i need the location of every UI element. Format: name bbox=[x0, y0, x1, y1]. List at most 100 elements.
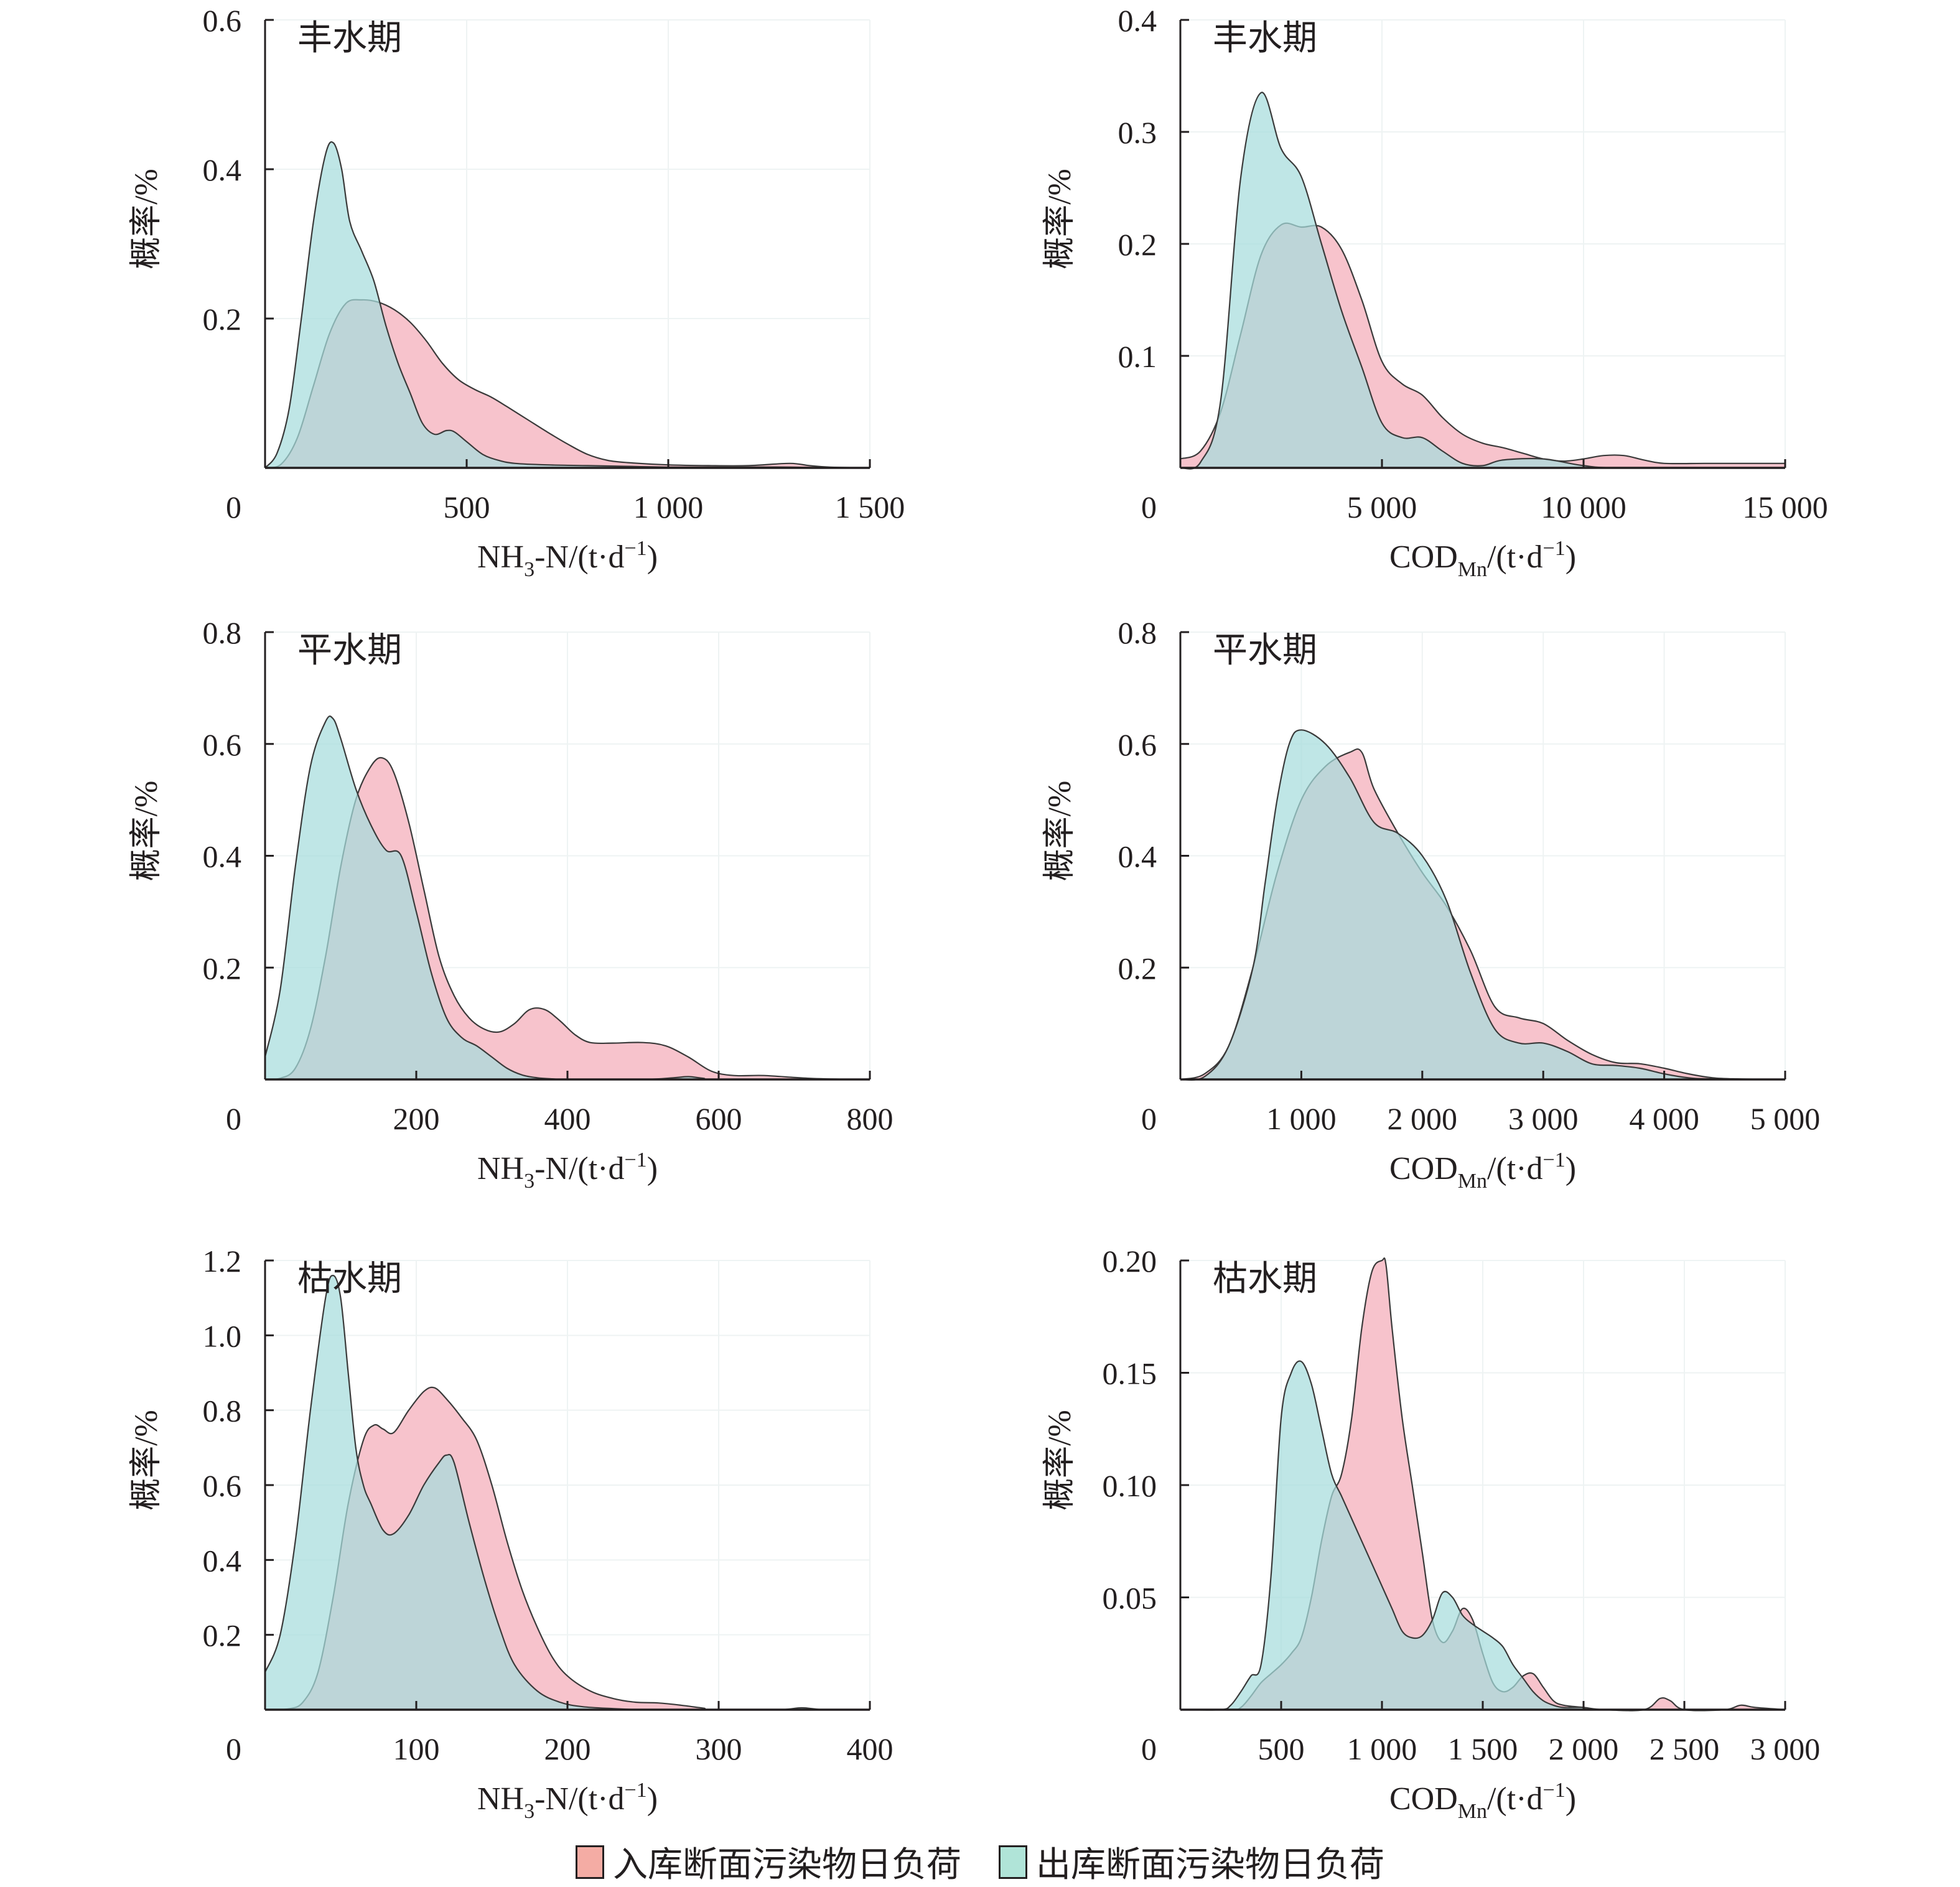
x-tick-label: 5 000 bbox=[1347, 490, 1417, 524]
x-axis-title-part: /(t·d bbox=[1487, 1151, 1543, 1186]
y-axis-title: 概率/% bbox=[129, 1410, 164, 1511]
period-label: 平水期 bbox=[1213, 630, 1317, 671]
legend-item-inflow: 入库断面污染物日负荷 bbox=[576, 1837, 961, 1887]
y-axis-title: 概率/% bbox=[129, 169, 164, 269]
x-axis-title-part: −1 bbox=[625, 1149, 647, 1172]
x-tick-label: 500 bbox=[444, 490, 490, 524]
legend-item-outflow: 出库断面污染物日负荷 bbox=[999, 1837, 1384, 1887]
y-tick-label: 0.2 bbox=[203, 302, 242, 337]
x-tick-label: 10 000 bbox=[1541, 490, 1626, 524]
origin-label: 0 bbox=[1141, 490, 1157, 524]
x-tick-label: 15 000 bbox=[1742, 490, 1828, 524]
curve-outflow bbox=[264, 715, 870, 1081]
x-axis-title: NH3-N/(t·d−1) bbox=[477, 537, 658, 581]
x-axis-title-part: Mn bbox=[1458, 558, 1487, 581]
x-tick-label: 1 500 bbox=[1448, 1731, 1518, 1766]
x-axis-title: NH3-N/(t·d−1) bbox=[477, 1779, 658, 1823]
y-tick-label: 0.10 bbox=[1103, 1468, 1157, 1503]
x-tick-label: 600 bbox=[696, 1101, 742, 1136]
legend-swatch-inflow bbox=[576, 1845, 604, 1879]
x-tick-label: 800 bbox=[847, 1101, 894, 1136]
x-axis-title-part: 3 bbox=[524, 558, 534, 581]
period-label: 平水期 bbox=[297, 630, 402, 671]
x-tick-label: 1 000 bbox=[633, 490, 704, 524]
x-tick-label: 2 000 bbox=[1388, 1101, 1458, 1136]
area-outflow bbox=[265, 1275, 870, 1710]
y-tick-label: 0.8 bbox=[203, 615, 242, 650]
x-axis-title-part: ) bbox=[647, 539, 658, 575]
x-tick-label: 5 000 bbox=[1750, 1101, 1821, 1136]
x-tick-label: 200 bbox=[544, 1731, 591, 1766]
area-outflow bbox=[265, 142, 870, 468]
x-axis-title-part: −1 bbox=[625, 537, 647, 560]
period-label: 丰水期 bbox=[1213, 18, 1317, 58]
chart-cod-normal: 0.2 0.4 0.6 0.8 0 1 000 2 000 3 000 4 000 5 000 平水… bbox=[1042, 615, 1820, 1193]
area-outflow bbox=[1180, 730, 1785, 1080]
x-tick-label: 2 500 bbox=[1650, 1731, 1720, 1766]
origin-label: 0 bbox=[1141, 1101, 1157, 1136]
x-axis-title-part: /(t·d bbox=[1487, 1781, 1543, 1817]
x-axis-title-part: NH bbox=[477, 1781, 524, 1817]
x-axis-title-part: 3 bbox=[524, 1800, 534, 1823]
curve-outflow bbox=[1180, 1360, 1786, 1711]
x-axis-title: CODMn/(t·d−1) bbox=[1389, 1779, 1576, 1823]
x-axis-title-part: NH bbox=[477, 1151, 524, 1186]
curve-outflow bbox=[1180, 91, 1786, 470]
y-tick-label: 1.2 bbox=[203, 1244, 242, 1279]
x-tick-label: 300 bbox=[696, 1731, 742, 1766]
legend: 入库断面污染物日负荷 出库断面污染物日负荷 bbox=[0, 1837, 1960, 1887]
x-axis-title-part: NH bbox=[477, 539, 524, 575]
y-axis-title: 概率/% bbox=[1042, 781, 1078, 882]
y-tick-label: 0.4 bbox=[203, 152, 242, 187]
x-axis-title-part: -N/(t·d bbox=[534, 1781, 624, 1817]
area-outflow bbox=[1180, 92, 1785, 469]
x-axis-title-part: −1 bbox=[1543, 1779, 1566, 1802]
x-axis-title-part: /(t·d bbox=[1487, 539, 1543, 575]
period-label: 枯水期 bbox=[297, 1259, 402, 1299]
y-tick-label: 0.6 bbox=[1118, 727, 1157, 762]
x-tick-label: 3 000 bbox=[1750, 1731, 1821, 1766]
x-axis-title-part: COD bbox=[1389, 539, 1458, 575]
y-tick-label: 0.6 bbox=[203, 3, 242, 38]
x-axis-title-part: ) bbox=[647, 1151, 658, 1186]
x-tick-label: 1 000 bbox=[1266, 1101, 1337, 1136]
y-tick-label: 0.2 bbox=[203, 951, 242, 985]
x-tick-label: 200 bbox=[393, 1101, 440, 1136]
x-tick-label: 100 bbox=[393, 1731, 440, 1766]
x-axis-title-part: −1 bbox=[625, 1779, 647, 1802]
x-axis-title-part: ) bbox=[1566, 539, 1576, 575]
chart-cod-dry: 0.05 0.10 0.15 0.20 0 500 1 000 1 500 2 000 2 500… bbox=[1042, 1244, 1820, 1823]
y-axis-title: 概率/% bbox=[1042, 1410, 1078, 1511]
legend-label-outflow: 出库断面污染物日负荷 bbox=[1036, 1845, 1384, 1885]
x-tick-label: 1 500 bbox=[835, 490, 905, 524]
period-label: 枯水期 bbox=[1213, 1259, 1317, 1299]
y-tick-label: 0.1 bbox=[1118, 339, 1157, 374]
y-tick-label: 0.2 bbox=[203, 1618, 242, 1653]
legend-label-inflow: 入库断面污染物日负荷 bbox=[613, 1845, 961, 1885]
y-tick-label: 0.6 bbox=[203, 1468, 242, 1503]
origin-label: 0 bbox=[226, 1731, 241, 1766]
y-tick-label: 0.20 bbox=[1103, 1244, 1157, 1279]
origin-label: 0 bbox=[226, 490, 241, 524]
x-axis-title-part: −1 bbox=[1543, 1149, 1566, 1172]
y-tick-label: 0.2 bbox=[1118, 951, 1157, 985]
y-tick-label: 0.6 bbox=[203, 727, 242, 762]
y-tick-label: 0.2 bbox=[1118, 227, 1157, 262]
x-axis-title-part: ) bbox=[647, 1781, 658, 1817]
period-label: 丰水期 bbox=[297, 18, 402, 58]
x-axis-title: CODMn/(t·d−1) bbox=[1389, 1149, 1576, 1193]
y-tick-label: 0.4 bbox=[1118, 3, 1157, 38]
x-axis-title-part: 3 bbox=[524, 1170, 534, 1193]
area-outflow bbox=[1180, 1361, 1785, 1710]
x-tick-label: 400 bbox=[847, 1731, 894, 1766]
x-tick-label: 4 000 bbox=[1629, 1101, 1699, 1136]
x-axis-title: CODMn/(t·d−1) bbox=[1389, 537, 1576, 581]
legend-swatch-outflow bbox=[999, 1845, 1027, 1879]
x-axis-title-part: −1 bbox=[1543, 537, 1566, 560]
x-axis-title-part: Mn bbox=[1458, 1170, 1487, 1193]
y-tick-label: 0.8 bbox=[203, 1394, 242, 1428]
